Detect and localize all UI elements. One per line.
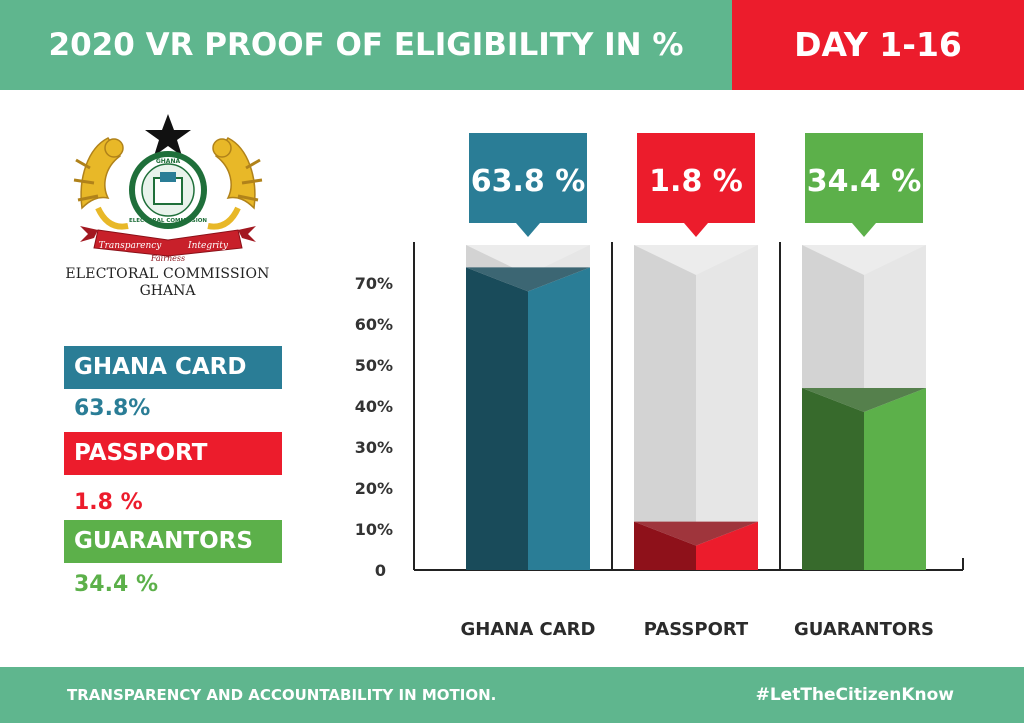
chart-axes: 0 10% 20% 30% 40% 50% 60% 70% (355, 242, 964, 580)
electoral-commission-emblem: Transparency Integrity Fairness GHANA EL… (73, 114, 263, 263)
bar-2-top-face (802, 387, 926, 412)
legend-label-passport: PASSPORT (64, 432, 282, 475)
organization-country: GHANA (139, 283, 196, 299)
y-tick-label: 70% (355, 274, 393, 293)
page-title: 2020 VR PROOF OF ELIGIBILITY IN % (48, 27, 684, 63)
y-tick-label: 30% (355, 438, 393, 457)
legend-value-passport: 1.8 % (74, 490, 143, 515)
data-label: 34.4 % (807, 164, 922, 199)
emblem-ribbon-left: Transparency (99, 241, 163, 251)
y-tick-label: 50% (355, 356, 393, 375)
emblem-ribbon-bottom: Fairness (150, 254, 185, 263)
y-tick-label: 10% (355, 520, 393, 539)
data-label: 1.8 % (649, 164, 743, 199)
emblem-ring-top: GHANA (156, 158, 181, 165)
header-title-band (0, 0, 732, 90)
bar-2-right-face (864, 387, 926, 570)
organization-name: ELECTORAL COMMISSION (65, 266, 270, 282)
emblem-ring-bottom: ELECTORAL COMMISSION (129, 218, 207, 224)
header-day-band (732, 0, 1024, 90)
bar-track-right (696, 245, 758, 570)
legend-label-ghana-card: GHANA CARD (64, 346, 282, 389)
header: 2020 VR PROOF OF ELIGIBILITY IN % DAY 1-… (0, 0, 1024, 90)
footer: TRANSPARENCY AND ACCOUNTABILITY IN MOTIO… (0, 667, 1024, 723)
data-label-pointer (516, 223, 540, 237)
footer-tagline: TRANSPARENCY AND ACCOUNTABILITY IN MOTIO… (67, 686, 497, 704)
y-tick-label: 0 (375, 561, 386, 580)
bar-track-top (466, 245, 590, 275)
bar-1-top-face (634, 521, 758, 546)
bar-1-left-face (634, 521, 696, 570)
y-tick-label: 60% (355, 315, 393, 334)
data-label-box (637, 133, 755, 223)
x-category-label: GHANA CARD (461, 619, 596, 640)
chart-marks: 63.8 % GHANA CARD 1.8 % PASSPORT 34.4 % GUARA… (461, 133, 934, 640)
x-category-label: GUARANTORS (794, 619, 934, 640)
bar-1-right-face (696, 521, 758, 570)
bar-2-left-face (802, 387, 864, 570)
x-category-label: PASSPORT (644, 619, 749, 640)
y-tick-label: 40% (355, 397, 393, 416)
bar-0-top-face (466, 267, 590, 292)
bar-track-left (634, 245, 696, 570)
data-label-pointer (684, 223, 708, 237)
legend-value-guarantors: 34.4 % (74, 572, 158, 597)
legend-label-guarantors: GUARANTORS (64, 520, 282, 563)
bar-0-right-face (528, 267, 590, 570)
data-label: 63.8 % (471, 164, 586, 199)
bar-track-top (802, 245, 926, 275)
bar-track-top (634, 245, 758, 275)
bar-0-left-face (466, 267, 528, 570)
data-label-box (469, 133, 587, 223)
y-tick-label: 20% (355, 479, 393, 498)
data-label-box (805, 133, 923, 223)
footer-hashtag: #LetTheCitizenKnow (755, 685, 954, 705)
emblem-ribbon-right: Integrity (187, 241, 229, 251)
legend-value-ghana-card: 63.8% (74, 396, 151, 421)
data-label-pointer (852, 223, 876, 237)
day-range: DAY 1-16 (794, 25, 962, 64)
